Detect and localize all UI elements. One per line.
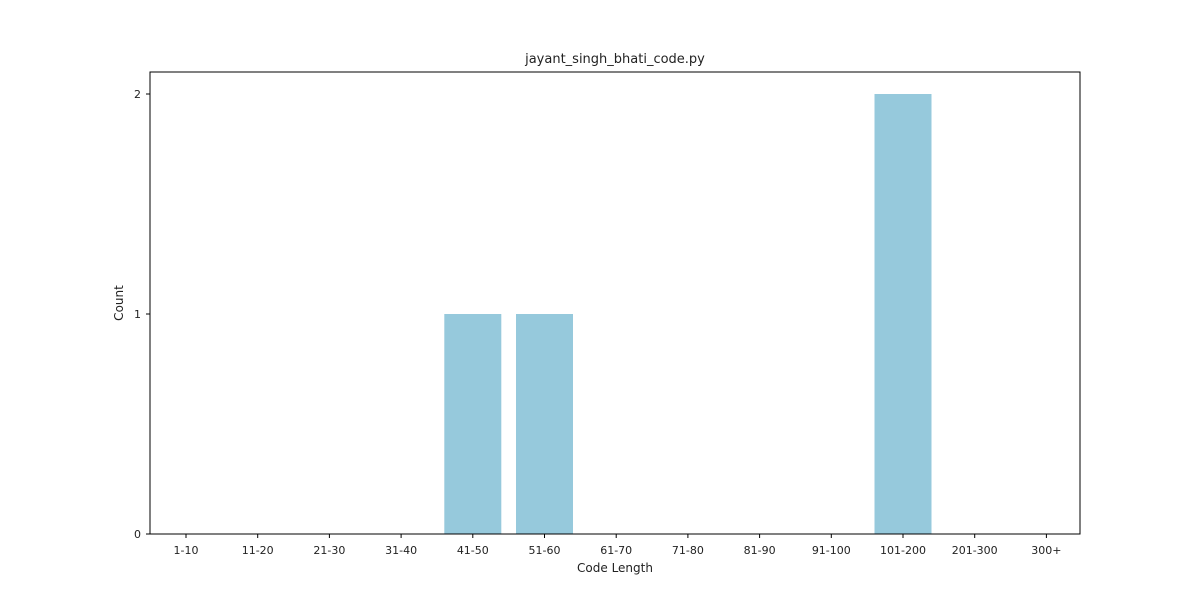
x-tick-label: 61-70 — [600, 544, 632, 557]
y-tick-label: 2 — [134, 88, 141, 101]
x-tick-label: 21-30 — [313, 544, 345, 557]
x-axis-ticks: 1-10 11-20 21-30 31-40 41-50 51-60 61-70 71-80 8… — [174, 534, 1062, 557]
x-tick-label: 71-80 — [672, 544, 704, 557]
x-tick-label: 201-300 — [952, 544, 998, 557]
bar-41-50 — [444, 314, 502, 534]
y-tick-label: 1 — [134, 308, 141, 321]
x-tick-label: 300+ — [1031, 544, 1061, 557]
plot-frame — [149, 71, 1081, 535]
x-tick-label: 11-20 — [242, 544, 274, 557]
bar-101-200 — [874, 94, 932, 534]
chart-title: jayant_singh_bhati_code.py — [524, 52, 705, 67]
x-tick-label: 81-90 — [744, 544, 776, 557]
bar-51-60 — [516, 314, 573, 534]
x-tick-label: 91-100 — [812, 544, 851, 557]
x-axis-label: Code Length — [577, 561, 653, 575]
x-tick-label: 41-50 — [457, 544, 489, 557]
bars-group — [444, 94, 932, 534]
x-tick-label: 31-40 — [385, 544, 417, 557]
x-tick-label: 51-60 — [529, 544, 561, 557]
y-axis-ticks: 0 1 2 — [134, 88, 150, 541]
y-tick-label: 0 — [134, 528, 141, 541]
x-tick-label: 1-10 — [174, 544, 199, 557]
y-axis-label: Count — [112, 285, 126, 321]
x-tick-label: 101-200 — [880, 544, 926, 557]
